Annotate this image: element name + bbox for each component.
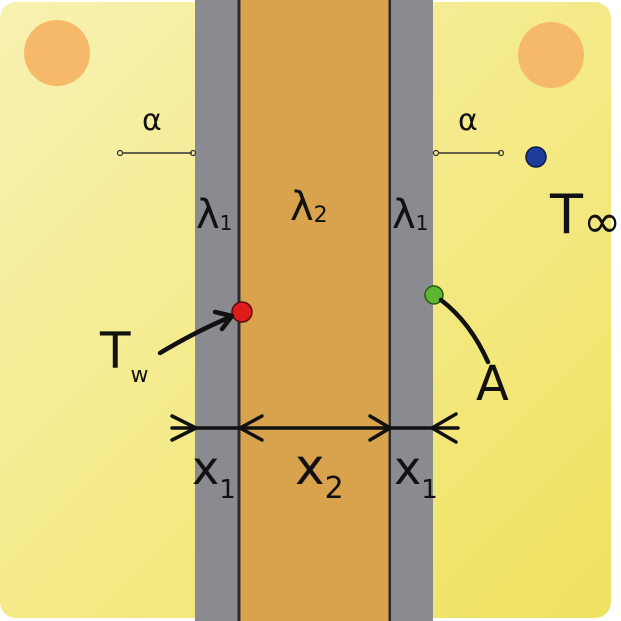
area-label: A bbox=[476, 356, 509, 412]
t-w-arrow bbox=[157, 315, 231, 356]
lambda1-left-label: λ1 bbox=[196, 192, 232, 238]
wall-layer-core bbox=[238, 0, 390, 621]
t-w-label: Tw bbox=[99, 322, 149, 388]
x1-left-label: x1 bbox=[192, 441, 236, 505]
area-leader bbox=[438, 297, 491, 365]
lambda2-label: λ2 bbox=[290, 184, 328, 230]
lambda1-right-label: λ1 bbox=[392, 192, 428, 238]
x2-label: x2 bbox=[295, 438, 344, 506]
area-point bbox=[424, 285, 444, 305]
t-w-point bbox=[231, 301, 253, 323]
x1-right-label: x1 bbox=[394, 441, 438, 505]
dimension-lines bbox=[170, 412, 460, 444]
t-inf-label: T∞ bbox=[549, 183, 621, 248]
alpha-right-label: α bbox=[458, 103, 478, 138]
sun-left-icon bbox=[24, 20, 90, 86]
alpha-left-label: α bbox=[142, 103, 162, 138]
wall-layer-right bbox=[391, 0, 433, 621]
sun-right-icon bbox=[518, 22, 584, 88]
t-inf-point bbox=[525, 146, 547, 168]
